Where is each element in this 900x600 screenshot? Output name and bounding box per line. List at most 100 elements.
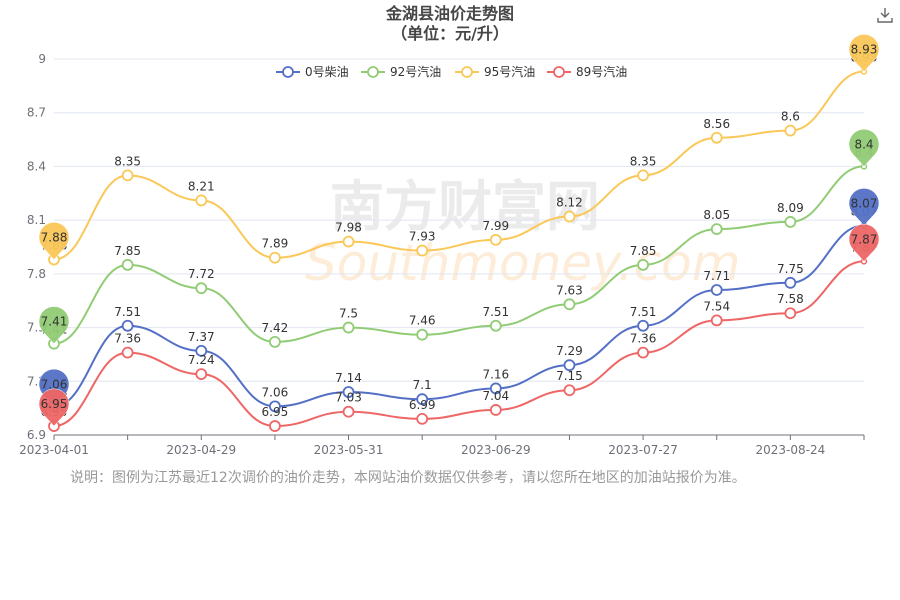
markpoint-pin: 8.93 xyxy=(848,34,880,72)
legend-item-2[interactable]: 95号汽油 xyxy=(455,64,535,79)
data-point xyxy=(269,251,281,264)
series-0: 7.06 7.51 7.37 7.06 7.14 7.1 7.16 7.29 7.51 7.71 7… xyxy=(41,205,877,413)
series-line xyxy=(53,165,865,345)
data-label: 8.12 xyxy=(556,196,583,210)
data-label: 7.75 xyxy=(777,262,804,276)
data-label: 7.51 xyxy=(482,305,509,319)
download-icon[interactable] xyxy=(876,6,894,24)
data-point xyxy=(269,400,281,413)
y-tick-label: 8.4 xyxy=(27,159,46,173)
data-label: 7.46 xyxy=(409,314,436,328)
legend-marker xyxy=(282,66,294,78)
data-label: 7.24 xyxy=(188,353,215,367)
data-point xyxy=(489,319,502,332)
data-point xyxy=(416,328,429,341)
series-1: 7.41 7.85 7.72 7.42 7.5 7.46 7.51 7.63 7.85 8.05 8… xyxy=(41,145,874,350)
markpoint-layer: 7.06 8.07 7.41 8.4 7.88 8.93 6.95 7.87 xyxy=(38,34,880,427)
x-tick-label: 2023-04-01 xyxy=(19,443,89,457)
markpoint-pin: 7.87 xyxy=(848,223,880,262)
data-point xyxy=(784,216,797,228)
data-point xyxy=(195,344,208,357)
legend-label: 89号汽油 xyxy=(576,64,627,79)
data-point xyxy=(710,284,723,296)
legend-item-3[interactable]: 89号汽油 xyxy=(547,64,627,79)
legend-item-1[interactable]: 92号汽油 xyxy=(361,64,441,79)
markpoint-pin: 7.88 xyxy=(38,222,70,260)
data-point xyxy=(637,319,649,332)
data-point xyxy=(710,131,723,144)
data-label: 8.09 xyxy=(777,201,804,215)
legend: 0号柴油 92号汽油 95号汽油 89号汽油 xyxy=(276,64,627,79)
data-point xyxy=(121,259,134,271)
data-point xyxy=(563,359,576,372)
data-point xyxy=(563,384,576,397)
data-point xyxy=(784,307,797,320)
data-point xyxy=(637,259,649,271)
data-point xyxy=(342,386,355,398)
data-label: 7.29 xyxy=(556,344,583,358)
markpoint-shape xyxy=(848,34,880,72)
markpoint-shape xyxy=(848,128,880,167)
data-point xyxy=(269,420,281,432)
data-label: 7.42 xyxy=(262,321,289,335)
data-label: 7.54 xyxy=(703,299,730,313)
chart-note: 说明：图例为江苏最近12次调价的油价走势，本网站油价数据仅供参考，请以您所在地区… xyxy=(70,470,746,486)
legend-label: 0号柴油 xyxy=(305,65,349,79)
markpoint-label: 7.41 xyxy=(41,315,68,329)
data-label: 7.36 xyxy=(630,332,657,346)
data-label: 8.05 xyxy=(703,208,730,222)
markpoint-shape xyxy=(38,306,70,345)
markpoint-label: 7.88 xyxy=(41,231,68,245)
data-point xyxy=(195,194,208,207)
markpoint-label: 6.95 xyxy=(41,397,68,411)
data-label: 7.51 xyxy=(630,305,657,319)
x-axis: 2023-04-01 2023-04-29 2023-05-31 2023-06-29… xyxy=(19,434,865,457)
data-point xyxy=(121,319,134,332)
data-point xyxy=(710,223,723,235)
legend-item-0[interactable]: 0号柴油 xyxy=(276,65,349,79)
data-point xyxy=(342,235,355,248)
data-label: 7.72 xyxy=(188,267,215,281)
series-line xyxy=(53,70,865,261)
data-label: 7.71 xyxy=(703,269,730,283)
data-label: 7.63 xyxy=(556,283,583,297)
y-tick-label: 9 xyxy=(38,52,46,66)
watermark-text: 南方财富网 xyxy=(330,175,600,238)
legend-label: 92号汽油 xyxy=(390,64,441,79)
markpoint-label: 8.07 xyxy=(851,197,878,211)
series-line xyxy=(53,260,865,428)
grid-lines xyxy=(54,58,864,382)
legend-marker xyxy=(553,66,565,78)
series-line xyxy=(53,224,865,408)
chart-subtitle: （单位：元/升） xyxy=(391,24,509,43)
markpoint-shape xyxy=(848,223,880,262)
data-point xyxy=(416,244,429,257)
data-label: 8.6 xyxy=(781,110,800,124)
markpoint-shape xyxy=(848,188,880,226)
data-point xyxy=(269,335,281,348)
chart-title-line1: 金湖县油价走势图 xyxy=(385,4,514,23)
data-label: 7.51 xyxy=(114,305,141,319)
data-label: 7.85 xyxy=(630,244,657,258)
x-tick-label: 2023-06-29 xyxy=(461,443,531,457)
markpoint-shape xyxy=(38,388,70,427)
data-point xyxy=(342,405,355,418)
y-tick-label: 7.8 xyxy=(27,267,46,281)
markpoint-shape xyxy=(38,222,70,260)
markpoint-pin: 8.07 xyxy=(848,188,880,226)
data-point xyxy=(784,276,797,289)
data-label: 7.93 xyxy=(409,230,436,244)
y-tick-label: 8.7 xyxy=(27,106,46,120)
data-point xyxy=(489,404,502,416)
data-label: 7.14 xyxy=(335,371,362,385)
data-point xyxy=(342,321,355,334)
y-tick-label: 8.1 xyxy=(27,213,46,227)
data-label: 8.35 xyxy=(630,154,657,168)
data-label: 7.36 xyxy=(114,332,141,346)
markpoint-label: 8.93 xyxy=(851,43,878,57)
data-label: 8.21 xyxy=(188,179,215,193)
data-point xyxy=(416,412,429,425)
data-point xyxy=(637,169,649,182)
data-point xyxy=(195,282,208,295)
